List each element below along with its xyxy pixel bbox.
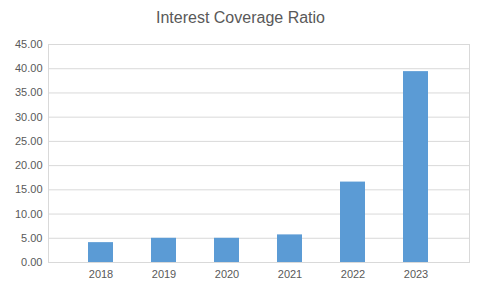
svg-text:45.00: 45.00 bbox=[15, 38, 43, 50]
svg-text:2022: 2022 bbox=[341, 268, 365, 280]
html-text:Interest Coverage Ratio: Interest Coverage Ratio bbox=[156, 9, 325, 26]
svg-text:5.00: 5.00 bbox=[21, 232, 42, 244]
svg-text:10.00: 10.00 bbox=[15, 208, 43, 220]
svg-text:25.00: 25.00 bbox=[15, 135, 43, 147]
svg-text:35.00: 35.00 bbox=[15, 86, 43, 98]
svg-text:2018: 2018 bbox=[89, 268, 113, 280]
svg-text:2019: 2019 bbox=[152, 268, 176, 280]
svg-text:2023: 2023 bbox=[404, 268, 428, 280]
svg-text:40.00: 40.00 bbox=[15, 62, 43, 74]
svg-text:2021: 2021 bbox=[278, 268, 302, 280]
svg-text:30.00: 30.00 bbox=[15, 111, 43, 123]
svg-text:20.00: 20.00 bbox=[15, 159, 43, 171]
svg-text:0.00: 0.00 bbox=[21, 256, 42, 268]
svg-text:15.00: 15.00 bbox=[15, 183, 43, 195]
svg-text:2020: 2020 bbox=[215, 268, 239, 280]
